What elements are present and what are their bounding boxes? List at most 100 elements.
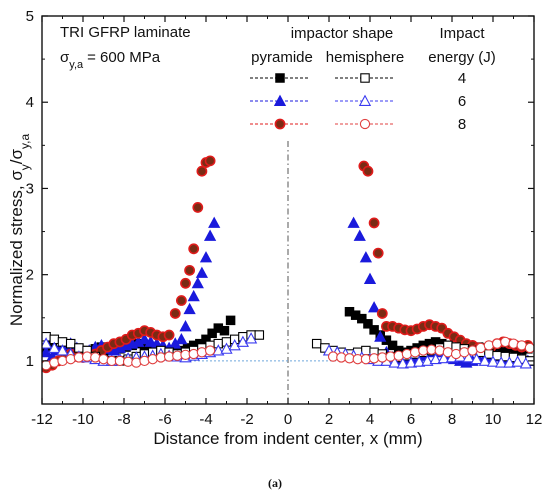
- material-label: TRI GFRP laminate: [60, 24, 191, 41]
- point-hemisphere-8J: [442, 347, 454, 358]
- point-hemisphere-6J: [478, 354, 491, 366]
- point-hemisphere-6J: [388, 356, 401, 368]
- x-tick-labels: -12 -10 -8 -6 -4 -2 0 2 4 6 8 10 12: [31, 411, 542, 428]
- point-pyramide-6J: [208, 216, 221, 228]
- point-hemisphere-6J: [429, 352, 442, 365]
- point-hemisphere-8J: [139, 355, 150, 367]
- legend-col-pyramide: pyramide: [251, 49, 313, 66]
- point-hemisphere-8J: [434, 345, 445, 356]
- point-hemisphere-8J: [483, 340, 495, 351]
- point-pyramide-4J: [357, 313, 367, 324]
- point-pyramide-8J: [180, 277, 191, 289]
- legend-marker-hemisphere-8J: [359, 118, 371, 130]
- point-hemisphere-8J: [393, 350, 404, 361]
- point-hemisphere-8J: [500, 336, 511, 348]
- y-tick-label: 2: [26, 267, 34, 284]
- point-pyramide-4J: [225, 315, 236, 326]
- series-layer: [42, 155, 534, 374]
- point-hemisphere-8J: [409, 347, 421, 358]
- point-pyramide-4J: [387, 340, 398, 351]
- point-pyramide-6J: [353, 229, 366, 241]
- point-pyramide-6J: [374, 330, 387, 342]
- x-tick-label: -2: [240, 411, 253, 428]
- x-tick-label: -8: [117, 411, 130, 428]
- x-tick-label: -10: [72, 411, 94, 428]
- point-pyramide-8J: [368, 217, 380, 229]
- legend-rows: 4 6 8: [250, 70, 466, 133]
- legend-marker-hemisphere-4J: [360, 73, 370, 83]
- y-axis-title: Normalized stress, σy/σy,a: [7, 134, 32, 327]
- point-pyramide-6J: [187, 289, 200, 302]
- point-pyramide-6J: [175, 332, 188, 345]
- point-hemisphere-6J: [437, 351, 450, 364]
- x-tick-label: 4: [366, 411, 374, 428]
- point-pyramide-8J: [169, 308, 181, 319]
- point-pyramide-4J: [369, 325, 379, 335]
- point-pyramide-6J: [203, 229, 217, 241]
- legend-marker-pyramide-6J: [273, 94, 287, 106]
- point-hemisphere-6J: [220, 342, 233, 354]
- point-hemisphere-8J: [459, 347, 470, 358]
- point-pyramide-8J: [188, 243, 200, 255]
- stress-label: σy,a = 600 MPa: [60, 49, 161, 71]
- y-tick-label: 3: [26, 180, 34, 197]
- y-tick-label: 5: [26, 8, 34, 25]
- point-hemisphere-6J: [486, 355, 500, 367]
- point-hemisphere-8J: [98, 354, 109, 365]
- y-tick-label: 1: [26, 353, 34, 370]
- stress-symbol: σ: [60, 49, 70, 66]
- point-hemisphere-6J: [503, 356, 516, 368]
- x-tick-label: 2: [325, 411, 333, 428]
- point-hemisphere-6J: [396, 357, 409, 369]
- point-hemisphere-6J: [421, 354, 434, 366]
- legend-energy-title-1: Impact: [439, 25, 485, 42]
- legend-col-hemisphere: hemisphere: [326, 49, 404, 66]
- point-hemisphere-6J: [511, 355, 524, 367]
- x-axis-title: Distance from indent center, x (mm): [153, 429, 422, 448]
- point-hemisphere-8J: [147, 354, 158, 365]
- point-hemisphere-8J: [401, 348, 413, 360]
- legend-energy-8: 8: [458, 116, 466, 133]
- point-pyramide-6J: [191, 276, 204, 289]
- point-pyramide-6J: [347, 216, 360, 228]
- point-pyramide-8J: [192, 202, 204, 213]
- point-pyramide-8J: [175, 295, 187, 306]
- point-pyramide-6J: [179, 320, 192, 332]
- point-hemisphere-8J: [196, 347, 208, 358]
- point-hemisphere-6J: [495, 356, 508, 368]
- point-hemisphere-8J: [204, 345, 216, 356]
- point-pyramide-6J: [42, 345, 53, 358]
- point-pyramide-8J: [204, 155, 216, 167]
- point-hemisphere-8J: [524, 342, 534, 354]
- x-tick-label: 0: [284, 411, 292, 428]
- stress-subscript: y,a: [69, 59, 84, 71]
- x-tick-label: 10: [485, 411, 502, 428]
- point-pyramide-8J: [163, 329, 175, 341]
- point-hemisphere-6J: [228, 339, 241, 351]
- x-tick-label: -4: [199, 411, 212, 428]
- point-pyramide-6J: [363, 272, 377, 284]
- point-pyramide-6J: [367, 301, 381, 313]
- legend-group-header: impactor shape: [291, 25, 394, 42]
- series-hemisphere-8J: [42, 336, 534, 371]
- x-tick-label: 8: [448, 411, 456, 428]
- point-pyramide-4J: [219, 325, 230, 336]
- point-hemisphere-6J: [236, 335, 250, 347]
- point-pyramide-6J: [138, 332, 151, 345]
- point-hemisphere-8J: [57, 355, 68, 367]
- x-tick-label: -12: [31, 411, 53, 428]
- legend-energy-6: 6: [458, 93, 466, 110]
- legend: impactor shape pyramide hemisphere Impac…: [250, 25, 496, 133]
- point-pyramide-6J: [199, 251, 213, 263]
- y-tick-labels: 1 2 3 4 5: [26, 8, 34, 370]
- y-tick-label: 4: [26, 94, 34, 111]
- point-hemisphere-6J: [519, 357, 532, 369]
- legend-marker-hemisphere-6J: [358, 94, 372, 106]
- legend-energy-4: 4: [458, 70, 466, 87]
- point-pyramide-8J: [372, 247, 384, 259]
- tick-layer: [41, 15, 535, 404]
- point-hemisphere-8J: [131, 357, 142, 368]
- legend-marker-pyramide-4J: [275, 73, 285, 83]
- point-hemisphere-6J: [56, 344, 69, 356]
